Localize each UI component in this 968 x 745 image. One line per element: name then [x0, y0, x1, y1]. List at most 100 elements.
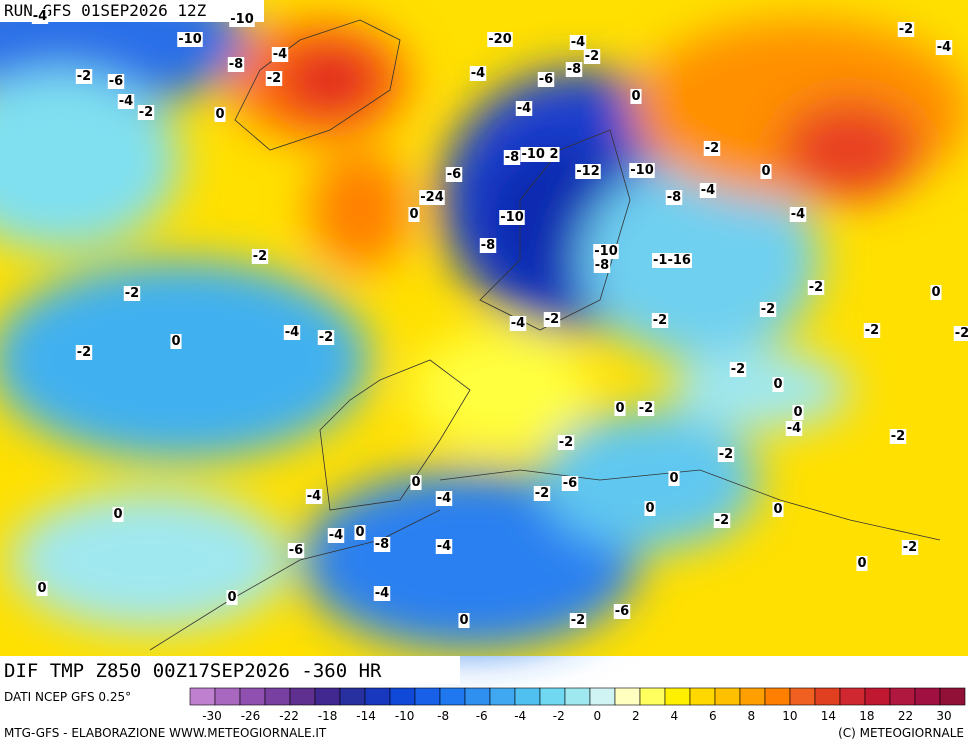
contour-label: -2	[955, 326, 968, 341]
contour-label: -2	[545, 312, 559, 327]
colorbar: -30 -26 -22 -18 -14 -10 -8 -6 -4 -2 0 2 4 6 8 10 14 18 22 3…	[189, 687, 966, 723]
contour-label: -2	[639, 401, 653, 416]
contour-label-box	[935, 40, 953, 55]
contour-label-box	[373, 586, 391, 601]
color-swatch	[564, 687, 591, 706]
contour-label-box	[283, 325, 301, 340]
color-swatch	[189, 687, 216, 706]
color-swatch	[889, 687, 916, 706]
color-swatch	[289, 687, 316, 706]
contour-label-box	[772, 377, 784, 392]
contour-label-box	[287, 543, 305, 558]
contour-label: -2	[891, 429, 905, 444]
contour-label: -2	[253, 249, 267, 264]
contour-label: -2	[139, 105, 153, 120]
colorbar-label: 4	[670, 709, 678, 723]
colorbar-label: -26	[241, 709, 261, 723]
contour-label-box	[317, 330, 335, 345]
contour-label: -6	[539, 72, 553, 87]
contour-label-box	[772, 502, 784, 517]
contour-label-box	[557, 435, 575, 450]
color-swatch	[464, 687, 491, 706]
contour-label-box	[629, 163, 655, 178]
contour-label: -8	[481, 238, 495, 253]
contour-label-box	[305, 489, 323, 504]
contour-label-box	[651, 313, 669, 328]
contour-label-box	[265, 71, 283, 86]
contour-label-box	[665, 190, 683, 205]
contour-label: -2	[761, 302, 775, 317]
colorbar-label: 2	[632, 709, 640, 723]
contour-label-box	[614, 401, 626, 416]
contour-label: -4	[119, 94, 133, 109]
contour-label: -4	[791, 207, 805, 222]
contour-label: -10 2	[521, 147, 558, 162]
colorbar-label: -4	[514, 709, 526, 723]
contour-label-box	[713, 513, 731, 528]
contour-label-box	[75, 69, 93, 84]
contour-label: -8	[505, 150, 519, 165]
contour-label: 0	[857, 556, 866, 571]
contour-label-box	[856, 556, 868, 571]
contour-label: -8	[567, 62, 581, 77]
contour-label: -8	[229, 57, 243, 72]
contour-label: -2	[715, 513, 729, 528]
color-swatch	[539, 687, 566, 706]
contour-label: 0	[931, 285, 940, 300]
contour-label: 0	[215, 107, 224, 122]
contour-label: 0	[645, 501, 654, 516]
contour-label: -4	[701, 183, 715, 198]
contour-label: -2	[319, 330, 333, 345]
colorbar-label: -6	[476, 709, 488, 723]
contour-label: -2	[559, 435, 573, 450]
colorbar-label: 30	[936, 709, 951, 723]
contour-label-box	[435, 491, 453, 506]
colorbar-label: -8	[437, 709, 449, 723]
contour-label: -24	[420, 190, 444, 205]
contour-label: 0	[669, 471, 678, 486]
copyright-label: (C) METEOGIORNALE	[838, 726, 964, 740]
contour-label-box	[214, 107, 226, 122]
contour-label-box	[36, 581, 48, 596]
run-label: RUN GFS 01SEP2026 12Z	[4, 1, 207, 20]
contour-label: -2	[77, 345, 91, 360]
contour-label-box	[445, 167, 463, 182]
contour-label: -6	[109, 74, 123, 89]
contour-label-box	[419, 190, 445, 205]
contour-label-box	[435, 539, 453, 554]
contour-label: -4	[511, 316, 525, 331]
contour-label: -4	[437, 491, 451, 506]
colorbar-label: 22	[898, 709, 913, 723]
contour-label: -12	[576, 164, 600, 179]
contour-label: -10	[594, 244, 618, 259]
footer-box	[0, 656, 460, 684]
temperature-field	[0, 0, 968, 650]
contour-label-box	[760, 164, 772, 179]
contour-label-box	[373, 537, 391, 552]
color-swatch	[364, 687, 391, 706]
color-swatch	[389, 687, 416, 706]
credit-label: MTG-GFS - ELABORAZIONE WWW.METEOGIORNALE…	[4, 726, 327, 740]
contour-label: -2	[267, 71, 281, 86]
contour-label: -4	[273, 47, 287, 62]
colorbar-label: -18	[318, 709, 338, 723]
contour-label-box	[410, 475, 422, 490]
color-swatch	[439, 687, 466, 706]
contour-label: 0	[409, 207, 418, 222]
color-swatch	[614, 687, 641, 706]
contour-label: -6	[447, 167, 461, 182]
contour-label-box	[759, 302, 777, 317]
contour-label: 0	[411, 475, 420, 490]
contour-label-box	[644, 501, 656, 516]
contour-label: 0	[37, 581, 46, 596]
contour-label-box	[543, 312, 561, 327]
color-swatch	[939, 687, 966, 706]
contour-label: -2	[571, 613, 585, 628]
contour-label-box	[499, 210, 525, 225]
color-swatch	[339, 687, 366, 706]
contour-label-box	[515, 101, 533, 116]
source-label: DATI NCEP GFS 0.25°	[4, 690, 131, 704]
contour-label-box	[569, 35, 587, 50]
